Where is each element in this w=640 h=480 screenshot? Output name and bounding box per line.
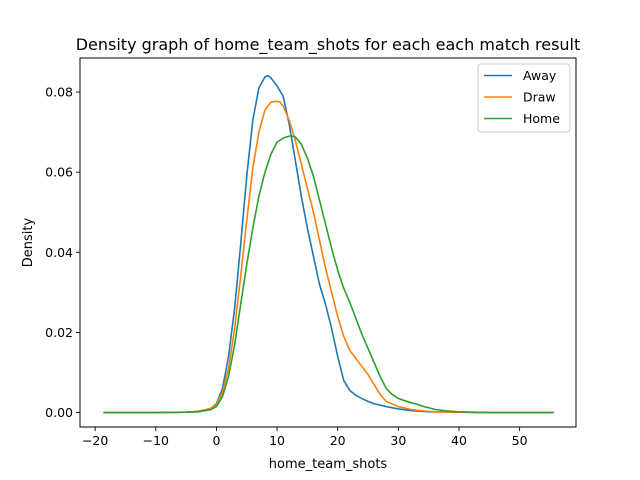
legend-box xyxy=(477,63,571,133)
y-axis-ticks: 0.00 0.02 0.04 0.06 0.08 xyxy=(45,85,80,420)
y-tick-label: 0.00 xyxy=(45,405,73,420)
x-tick-label: 10 xyxy=(269,433,285,448)
series-line-away xyxy=(103,74,554,414)
x-tick-label: 0 xyxy=(212,433,220,448)
plot-area-lines xyxy=(103,74,554,414)
y-tick-label: 0.02 xyxy=(45,325,73,340)
y-tick-label: 0.08 xyxy=(45,85,73,100)
x-tick-label: 50 xyxy=(512,433,528,448)
x-tick-label: −20 xyxy=(82,433,108,448)
legend-label-home: Home xyxy=(523,111,560,126)
x-tick-label: 40 xyxy=(451,433,467,448)
x-axis-ticks: −20 −10 0 10 20 30 40 50 xyxy=(82,427,528,448)
y-tick-label: 0.04 xyxy=(45,245,73,260)
x-axis-label: home_team_shots xyxy=(269,457,388,472)
legend: Away Draw Home xyxy=(477,63,571,133)
x-tick-label: 30 xyxy=(390,433,406,448)
series-line-home xyxy=(103,135,554,414)
chart-title: Density graph of home_team_shots for eac… xyxy=(76,35,581,55)
y-tick-label: 0.06 xyxy=(45,165,73,180)
x-tick-label: −10 xyxy=(143,433,169,448)
y-axis-label: Density xyxy=(21,217,36,267)
legend-label-draw: Draw xyxy=(523,90,556,105)
series-line-draw xyxy=(103,100,554,414)
plot-frame xyxy=(79,57,577,428)
legend-label-away: Away xyxy=(523,68,557,83)
x-tick-label: 20 xyxy=(330,433,346,448)
